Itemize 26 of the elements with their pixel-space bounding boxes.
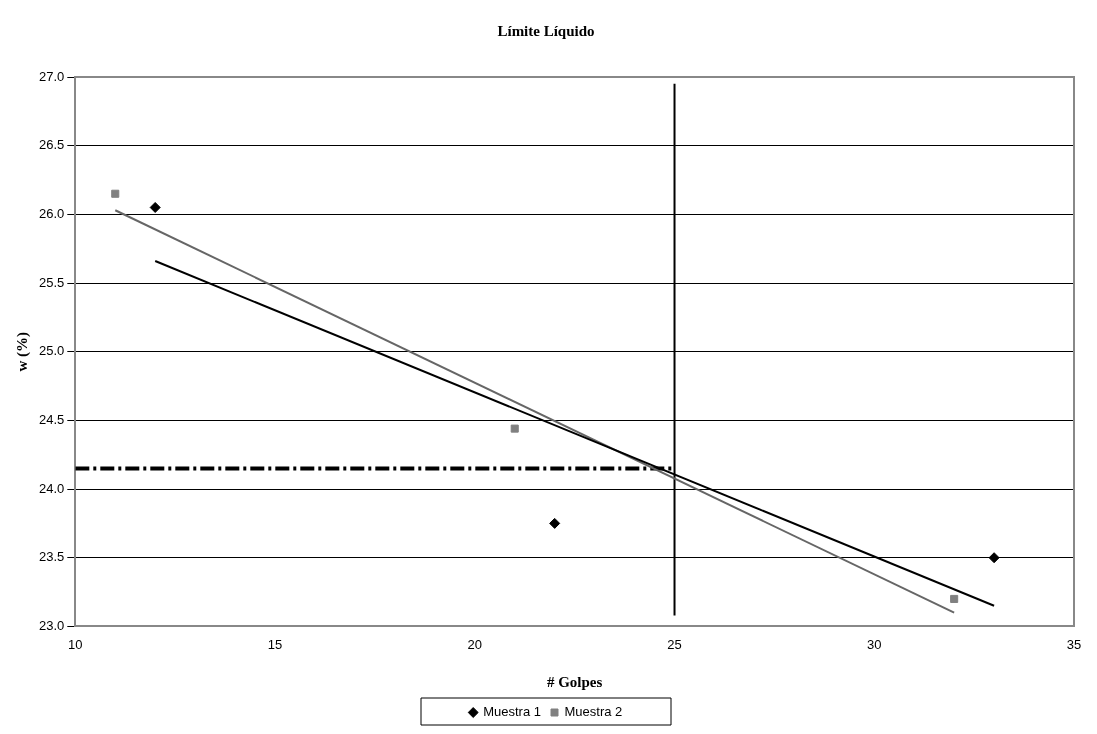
y-tick-label: 23.0 xyxy=(38,617,65,633)
x-tick-label: 10 xyxy=(68,636,83,652)
x-tick-label: 20 xyxy=(467,636,483,652)
y-tick-label: 27.0 xyxy=(38,68,65,84)
x-tick-label: 35 xyxy=(1066,636,1082,652)
x-tick-label: 15 xyxy=(267,636,283,652)
legend-label: Muestra 1 xyxy=(483,704,542,720)
x-axis-title: # Golpes xyxy=(546,673,603,690)
point xyxy=(149,201,161,213)
y-tick-label: 23.5 xyxy=(38,549,65,565)
y-tick-label: 26.5 xyxy=(38,137,65,153)
point xyxy=(510,424,519,433)
chart-title: Límite Líquido xyxy=(497,22,595,39)
y-tick-label: 26.0 xyxy=(38,205,65,221)
x-tick-label: 25 xyxy=(667,636,682,652)
point xyxy=(549,517,561,529)
legend-label: Muestra 2 xyxy=(564,704,623,720)
y-axis-title: w (%) xyxy=(13,331,31,372)
point xyxy=(111,189,120,198)
y-tick-label: 24.5 xyxy=(38,411,65,427)
x-tick-label: 30 xyxy=(867,636,882,652)
y-tick-label: 25.0 xyxy=(38,343,65,359)
point xyxy=(950,594,959,603)
point xyxy=(988,552,1000,564)
y-tick-label: 24.0 xyxy=(38,480,65,496)
y-tick-label: 25.5 xyxy=(38,274,65,290)
